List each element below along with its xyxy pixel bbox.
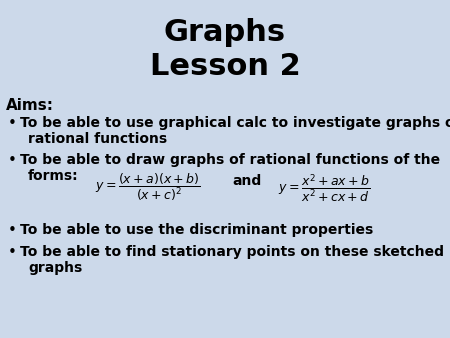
Text: •: • — [8, 223, 17, 238]
Text: •: • — [8, 153, 17, 168]
Text: To be able to find stationary points on these sketched: To be able to find stationary points on … — [20, 245, 444, 259]
Text: Graphs: Graphs — [164, 18, 286, 47]
Text: forms:: forms: — [28, 169, 79, 183]
Text: graphs: graphs — [28, 261, 82, 275]
Text: To be able to use graphical calc to investigate graphs of: To be able to use graphical calc to inve… — [20, 116, 450, 130]
Text: •: • — [8, 245, 17, 260]
Text: $y=\dfrac{x^{2}+ax+b}{x^{2}+cx+d}$: $y=\dfrac{x^{2}+ax+b}{x^{2}+cx+d}$ — [278, 172, 371, 204]
Text: Lesson 2: Lesson 2 — [149, 52, 301, 81]
Text: $y=\dfrac{(x+a)(x+b)}{(x+c)^{2}}$: $y=\dfrac{(x+a)(x+b)}{(x+c)^{2}}$ — [95, 172, 201, 203]
Text: rational functions: rational functions — [28, 132, 167, 146]
Text: Aims:: Aims: — [6, 98, 54, 113]
Text: To be able to use the discriminant properties: To be able to use the discriminant prope… — [20, 223, 373, 237]
Text: To be able to draw graphs of rational functions of the: To be able to draw graphs of rational fu… — [20, 153, 440, 167]
Text: and: and — [232, 174, 261, 188]
Text: •: • — [8, 116, 17, 131]
